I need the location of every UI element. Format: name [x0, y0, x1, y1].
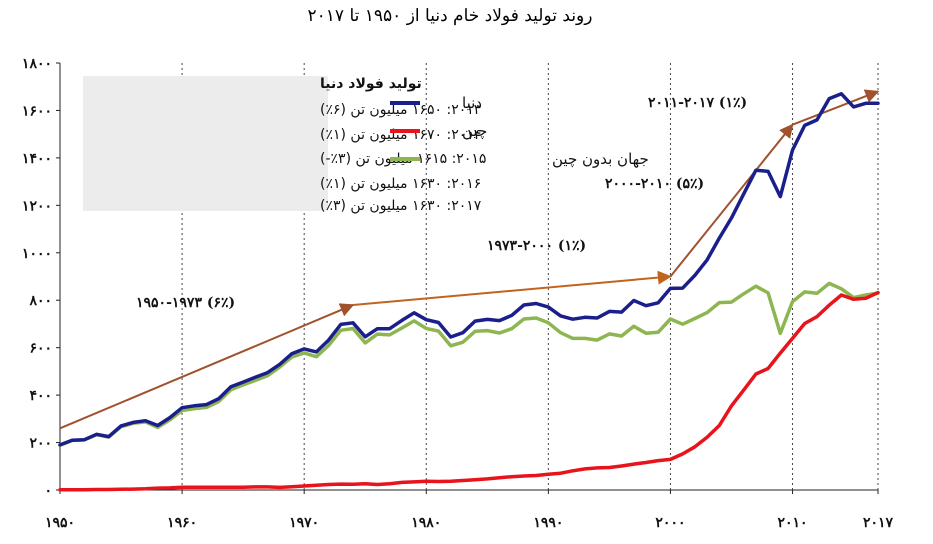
x-tick-label: ۱۹۷۰ [289, 515, 319, 531]
y-tick-label: ۱۴۰۰ [22, 151, 52, 167]
x-tick-label: ۱۹۵۰ [45, 515, 75, 531]
y-tick-label: ۸۰۰ [28, 293, 52, 309]
legend: دنیا چین جهان بدون چین [390, 94, 649, 168]
info-box-title: تولید فولاد دنیا [320, 76, 422, 92]
y-tick-label: ۶۰۰ [29, 341, 52, 357]
trend-arrow [352, 270, 672, 306]
chart-title: روند تولید فولاد خام دنیا از ۱۹۵۰ تا ۲۰۱… [308, 6, 593, 26]
info-box-background [83, 76, 328, 211]
series-line-china [58, 290, 880, 492]
y-tick-label: ۱۶۰۰ [22, 103, 52, 119]
axes: ۰ ۲۰۰ ۴۰۰ ۶۰۰ ۸۰۰ ۱۰۰۰ ۱۲۰۰ ۱۴۰۰ ۱۶۰۰ ۱۸۰۰ ۱۹۵۰ ۱۹۶… [22, 56, 894, 531]
legend-label-china: چین [462, 122, 487, 140]
x-tick-label: ۲۰۱۷ [863, 515, 894, 531]
legend-label-world: دنیا [462, 94, 482, 112]
y-tick-label: ۲۰۰ [29, 436, 52, 452]
series-line-world-ex-china [58, 281, 880, 447]
x-tick-label: ۲۰۰۰ [655, 515, 685, 531]
info-box-line: ۲۰۱۴: ۱۶۷۰ میلیون تن (۱٪) [320, 127, 481, 143]
x-tick-label: ۲۰۱۰ [777, 515, 807, 531]
x-tick-label: ۱۹۸۰ [411, 515, 441, 531]
y-tick-label: ۱۸۰۰ [22, 56, 52, 72]
trend-arrow [59, 303, 355, 430]
annotation-1950-1973: ۱۹۵۰-۱۹۷۳ (۶٪) [136, 295, 235, 311]
info-box-line: ۲۰۱۷: ۱۶۳۰ میلیون تن (۳٪) [320, 198, 482, 214]
x-tick-label: ۱۹۹۰ [533, 515, 563, 531]
legend-label-world-ex-china: جهان بدون چین [552, 150, 649, 168]
trend-arrows [59, 89, 880, 430]
annotation-2000-2010: ۲۰۰۰-۲۰۱۰ (۵٪) [605, 176, 704, 192]
trend-arrow [669, 123, 794, 278]
y-tick-label: ۴۰۰ [29, 388, 52, 404]
annotation-2011-2017: ۲۰۱۱-۲۰۱۷ (۱٪) [648, 95, 747, 111]
y-tick-label: ۱۲۰۰ [22, 198, 52, 214]
series-line-world [58, 92, 880, 447]
info-box-line: ۲۰۱۶: ۱۶۳۰ میلیون تن (۱٪) [320, 176, 481, 192]
y-tick-label: ۰ [44, 483, 52, 499]
info-box: تولید فولاد دنیا ۲۰۱۳: ۱۶۵۰ میلیون تن (۶… [83, 76, 486, 214]
x-tick-label: ۱۹۶۰ [167, 515, 197, 531]
annotation-1973-2000: ۱۹۷۳-۲۰۰۰ (۱٪) [487, 238, 586, 254]
series-lines [58, 92, 880, 492]
trend-arrow [792, 89, 880, 126]
y-tick-label: ۱۰۰۰ [22, 246, 52, 262]
info-box-line: ۲۰۱۳: ۱۶۵۰ میلیون تن (۶٪) [320, 102, 482, 118]
